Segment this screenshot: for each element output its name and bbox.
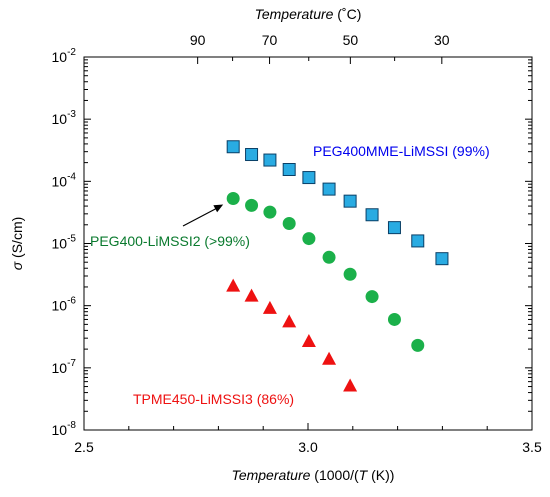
data-point-square (343, 194, 357, 208)
data-point-circle (282, 216, 296, 230)
data-point-circle (245, 198, 259, 212)
top-tick-label: 30 (434, 32, 450, 48)
top-tick-label: 90 (190, 32, 206, 48)
x-tick-label: 2.5 (74, 439, 94, 455)
chart-markers (226, 140, 449, 392)
series-label: TPME450-LiMSSI3 (86%) (133, 391, 294, 407)
data-point-square (245, 148, 259, 162)
data-point-triangle (244, 288, 259, 302)
data-point-square (282, 163, 296, 177)
top-tick-label: 50 (343, 32, 359, 48)
x-axis-title: Temperature (1000/(T (K)) (232, 467, 395, 483)
y-axis-title: σ (S/cm) (9, 217, 25, 271)
data-point-circle (263, 205, 277, 219)
data-point-triangle (226, 278, 241, 292)
y-tick-label: 10-7 (52, 358, 77, 376)
callout-arrow-line (182, 206, 219, 227)
data-point-triangle (322, 351, 337, 365)
y-tick-label: 10-5 (52, 234, 77, 252)
data-point-square (226, 140, 240, 154)
callout-arrow-head (213, 204, 224, 213)
data-point-square (302, 171, 316, 185)
data-point-triangle (282, 314, 297, 328)
data-point-circle (411, 338, 425, 352)
y-tick-label: 10-2 (52, 47, 77, 65)
x-tick-label: 3.0 (298, 439, 318, 455)
series-label: PEG400-LiMSSI2 (>99%) (90, 233, 250, 249)
series-circle (226, 191, 425, 352)
data-point-square (435, 252, 449, 266)
top-axis-title: Temperature (˚C) (255, 6, 362, 22)
data-point-circle (302, 232, 316, 246)
x-tick-label: 3.5 (522, 439, 542, 455)
y-tick-label: 10-8 (52, 420, 77, 438)
data-point-circle (365, 290, 379, 304)
plot-frame (83, 56, 533, 431)
y-tick-label: 10-3 (52, 109, 77, 127)
series-label: PEG400MME-LiMSSI (99%) (313, 143, 490, 159)
chart-labels: 2.5 3.0 3.5 Temperature (1000/(T (K)) 90 70 50… (9, 6, 542, 483)
data-point-square (387, 221, 401, 235)
data-point-circle (343, 267, 357, 281)
data-point-circle (387, 312, 401, 326)
data-point-circle (322, 250, 336, 264)
data-point-triangle (301, 334, 316, 348)
series-triangle (226, 278, 358, 392)
y-tick-label: 10-6 (52, 296, 77, 314)
data-point-circle (226, 191, 240, 205)
chart-grid-ticks (83, 56, 533, 431)
series-square (226, 140, 449, 266)
data-point-triangle (343, 378, 358, 392)
data-point-square (263, 153, 277, 167)
data-point-square (365, 208, 379, 222)
y-tick-label: 10-4 (52, 171, 77, 189)
top-tick-label: 70 (262, 32, 278, 48)
data-point-triangle (262, 300, 277, 314)
data-point-square (411, 234, 425, 248)
data-point-square (322, 182, 336, 196)
